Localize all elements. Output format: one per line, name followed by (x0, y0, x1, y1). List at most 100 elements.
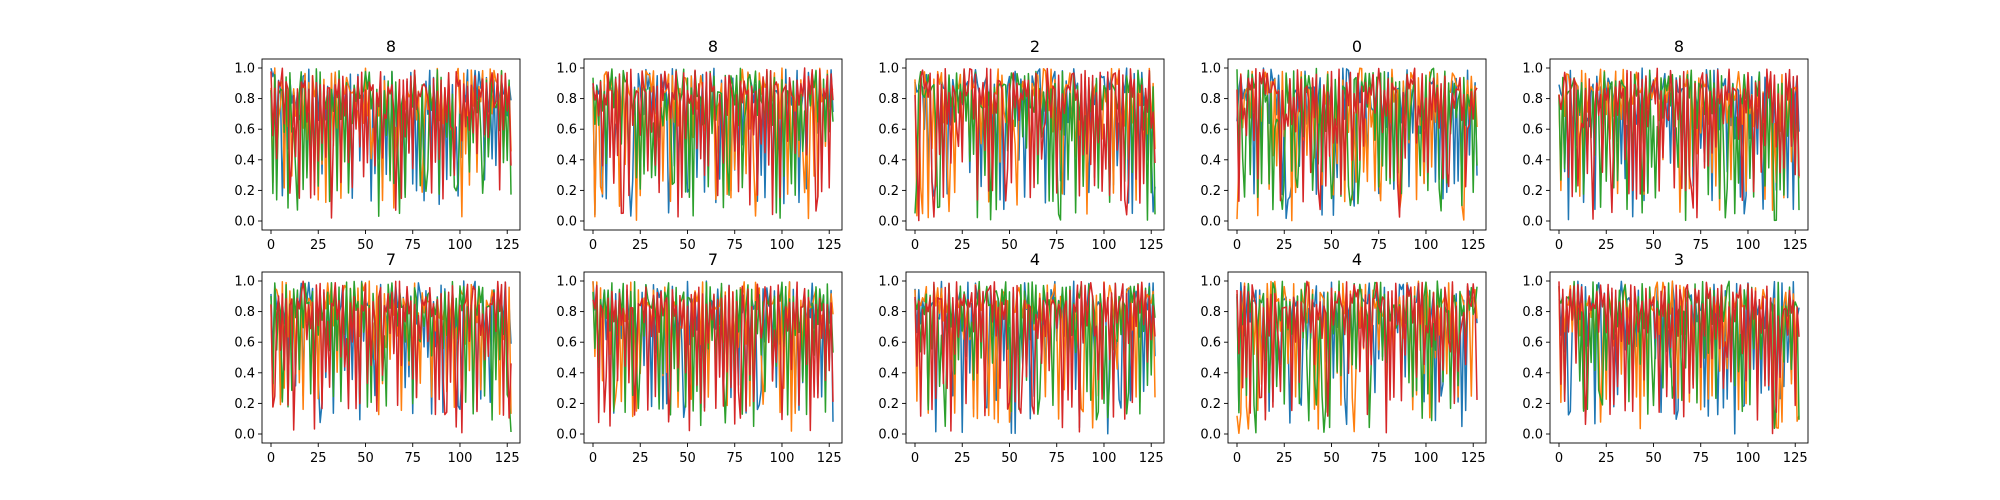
x-tick-label: 75 (1048, 451, 1065, 466)
y-tick-label: 1.0 (1200, 275, 1221, 290)
series-line-3 (1236, 280, 1478, 434)
y-tick-label: 0.2 (556, 184, 577, 199)
x-tick-label: 100 (1414, 451, 1439, 466)
subplot-title: 0 (1352, 37, 1362, 56)
y-tick-label: 0.0 (1200, 428, 1221, 443)
y-tick-label: 1.0 (556, 275, 577, 290)
y-tick-label: 0.4 (1200, 153, 1221, 168)
axes-frame (1227, 58, 1487, 231)
axes-frame (261, 271, 521, 444)
y-tick-label: 1.0 (234, 275, 255, 290)
x-tick-label: 75 (1370, 238, 1387, 253)
axes-frame (583, 271, 843, 444)
y-tick-label: 0.8 (234, 305, 255, 320)
y-tick-label: 0.6 (234, 336, 255, 351)
x-tick-label: 75 (1692, 451, 1709, 466)
y-tick-label: 0.0 (1522, 428, 1543, 443)
x-tick-label: 50 (1323, 238, 1340, 253)
y-tick-label: 0.8 (1522, 305, 1543, 320)
x-tick-label: 50 (1001, 451, 1018, 466)
y-tick-label: 0.8 (878, 92, 899, 107)
y-tick-label: 0.6 (1522, 336, 1543, 351)
x-tick-label: 50 (1645, 238, 1662, 253)
x-tick-label: 50 (357, 238, 374, 253)
x-tick-label: 100 (1092, 451, 1117, 466)
x-tick-label: 0 (1555, 451, 1563, 466)
x-tick-label: 50 (1645, 451, 1662, 466)
y-tick-label: 1.0 (1522, 62, 1543, 77)
x-tick-label: 25 (1276, 451, 1293, 466)
y-tick-label: 0.0 (878, 215, 899, 230)
x-tick-label: 75 (404, 451, 421, 466)
y-tick-label: 0.4 (878, 366, 899, 381)
x-tick-label: 50 (357, 451, 374, 466)
series-line-4 (1236, 280, 1478, 434)
y-tick-label: 0.6 (556, 336, 577, 351)
y-tick-label: 0.0 (878, 428, 899, 443)
y-tick-label: 0.0 (234, 215, 255, 230)
x-tick-label: 50 (1323, 451, 1340, 466)
axes-frame (1549, 271, 1809, 444)
y-tick-label: 0.4 (556, 366, 577, 381)
subplot-9: 0 25 50 75 100 125 0.0 0.2 0.4 0.6 0.8 1.0 4 (1200, 250, 1487, 466)
x-tick-label: 100 (1092, 238, 1117, 253)
y-tick-label: 0.0 (1200, 215, 1221, 230)
subplot-3: 0 25 50 75 100 125 0.0 0.2 0.4 0.6 0.8 1.0 2 (878, 37, 1165, 253)
y-tick-label: 0.4 (1200, 366, 1221, 381)
series-line-4 (1558, 67, 1800, 220)
y-tick-label: 0.6 (1522, 123, 1543, 138)
axes-frame (905, 271, 1165, 444)
series-line-4 (914, 281, 1156, 433)
series-line-3 (1558, 69, 1800, 222)
y-tick-label: 0.4 (1522, 153, 1543, 168)
x-tick-label: 100 (770, 238, 795, 253)
x-tick-label: 75 (726, 238, 743, 253)
x-tick-label: 100 (1414, 238, 1439, 253)
x-tick-label: 50 (1001, 238, 1018, 253)
y-tick-label: 0.4 (234, 153, 255, 168)
y-tick-label: 0.8 (234, 92, 255, 107)
y-tick-label: 0.6 (878, 336, 899, 351)
x-tick-label: 125 (1783, 238, 1808, 253)
x-tick-label: 0 (589, 451, 597, 466)
axes-frame (583, 58, 843, 231)
subplot-5: 0 25 50 75 100 125 0.0 0.2 0.4 0.6 0.8 1.0 8 (1522, 37, 1809, 253)
x-tick-label: 75 (1048, 238, 1065, 253)
subplot-title: 8 (708, 37, 718, 56)
x-tick-label: 0 (1233, 451, 1241, 466)
x-tick-label: 75 (726, 451, 743, 466)
subplot-title: 4 (1352, 250, 1362, 269)
y-tick-label: 0.2 (1522, 397, 1543, 412)
x-tick-label: 0 (267, 238, 275, 253)
subplot-title: 7 (708, 250, 718, 269)
series-line-4 (1558, 281, 1800, 435)
subplot-title: 7 (386, 250, 396, 269)
y-tick-label: 0.2 (234, 184, 255, 199)
series-line-4 (914, 67, 1156, 222)
y-tick-label: 0.4 (234, 366, 255, 381)
y-tick-label: 0.4 (556, 153, 577, 168)
series-line-4 (592, 281, 834, 432)
x-tick-label: 25 (632, 238, 649, 253)
subplot-10: 0 25 50 75 100 125 0.0 0.2 0.4 0.6 0.8 1.0 3 (1522, 250, 1809, 466)
x-tick-label: 25 (310, 238, 327, 253)
y-tick-label: 0.8 (1522, 92, 1543, 107)
x-tick-label: 125 (495, 451, 520, 466)
y-tick-label: 0.4 (1522, 366, 1543, 381)
x-tick-label: 25 (954, 238, 971, 253)
subplot-title: 8 (1674, 37, 1684, 56)
x-tick-label: 0 (267, 451, 275, 466)
x-tick-label: 25 (632, 451, 649, 466)
x-tick-label: 100 (448, 238, 473, 253)
x-tick-label: 125 (1139, 451, 1164, 466)
x-tick-label: 125 (817, 451, 842, 466)
y-tick-label: 0.2 (1522, 184, 1543, 199)
y-tick-label: 1.0 (878, 62, 899, 77)
subplot-8: 0 25 50 75 100 125 0.0 0.2 0.4 0.6 0.8 1.0 4 (878, 250, 1165, 466)
axes-frame (1549, 58, 1809, 231)
series-line-4 (1236, 67, 1478, 218)
series-line-4 (592, 67, 834, 218)
x-tick-label: 0 (911, 238, 919, 253)
y-tick-label: 1.0 (878, 275, 899, 290)
y-tick-label: 0.8 (1200, 305, 1221, 320)
